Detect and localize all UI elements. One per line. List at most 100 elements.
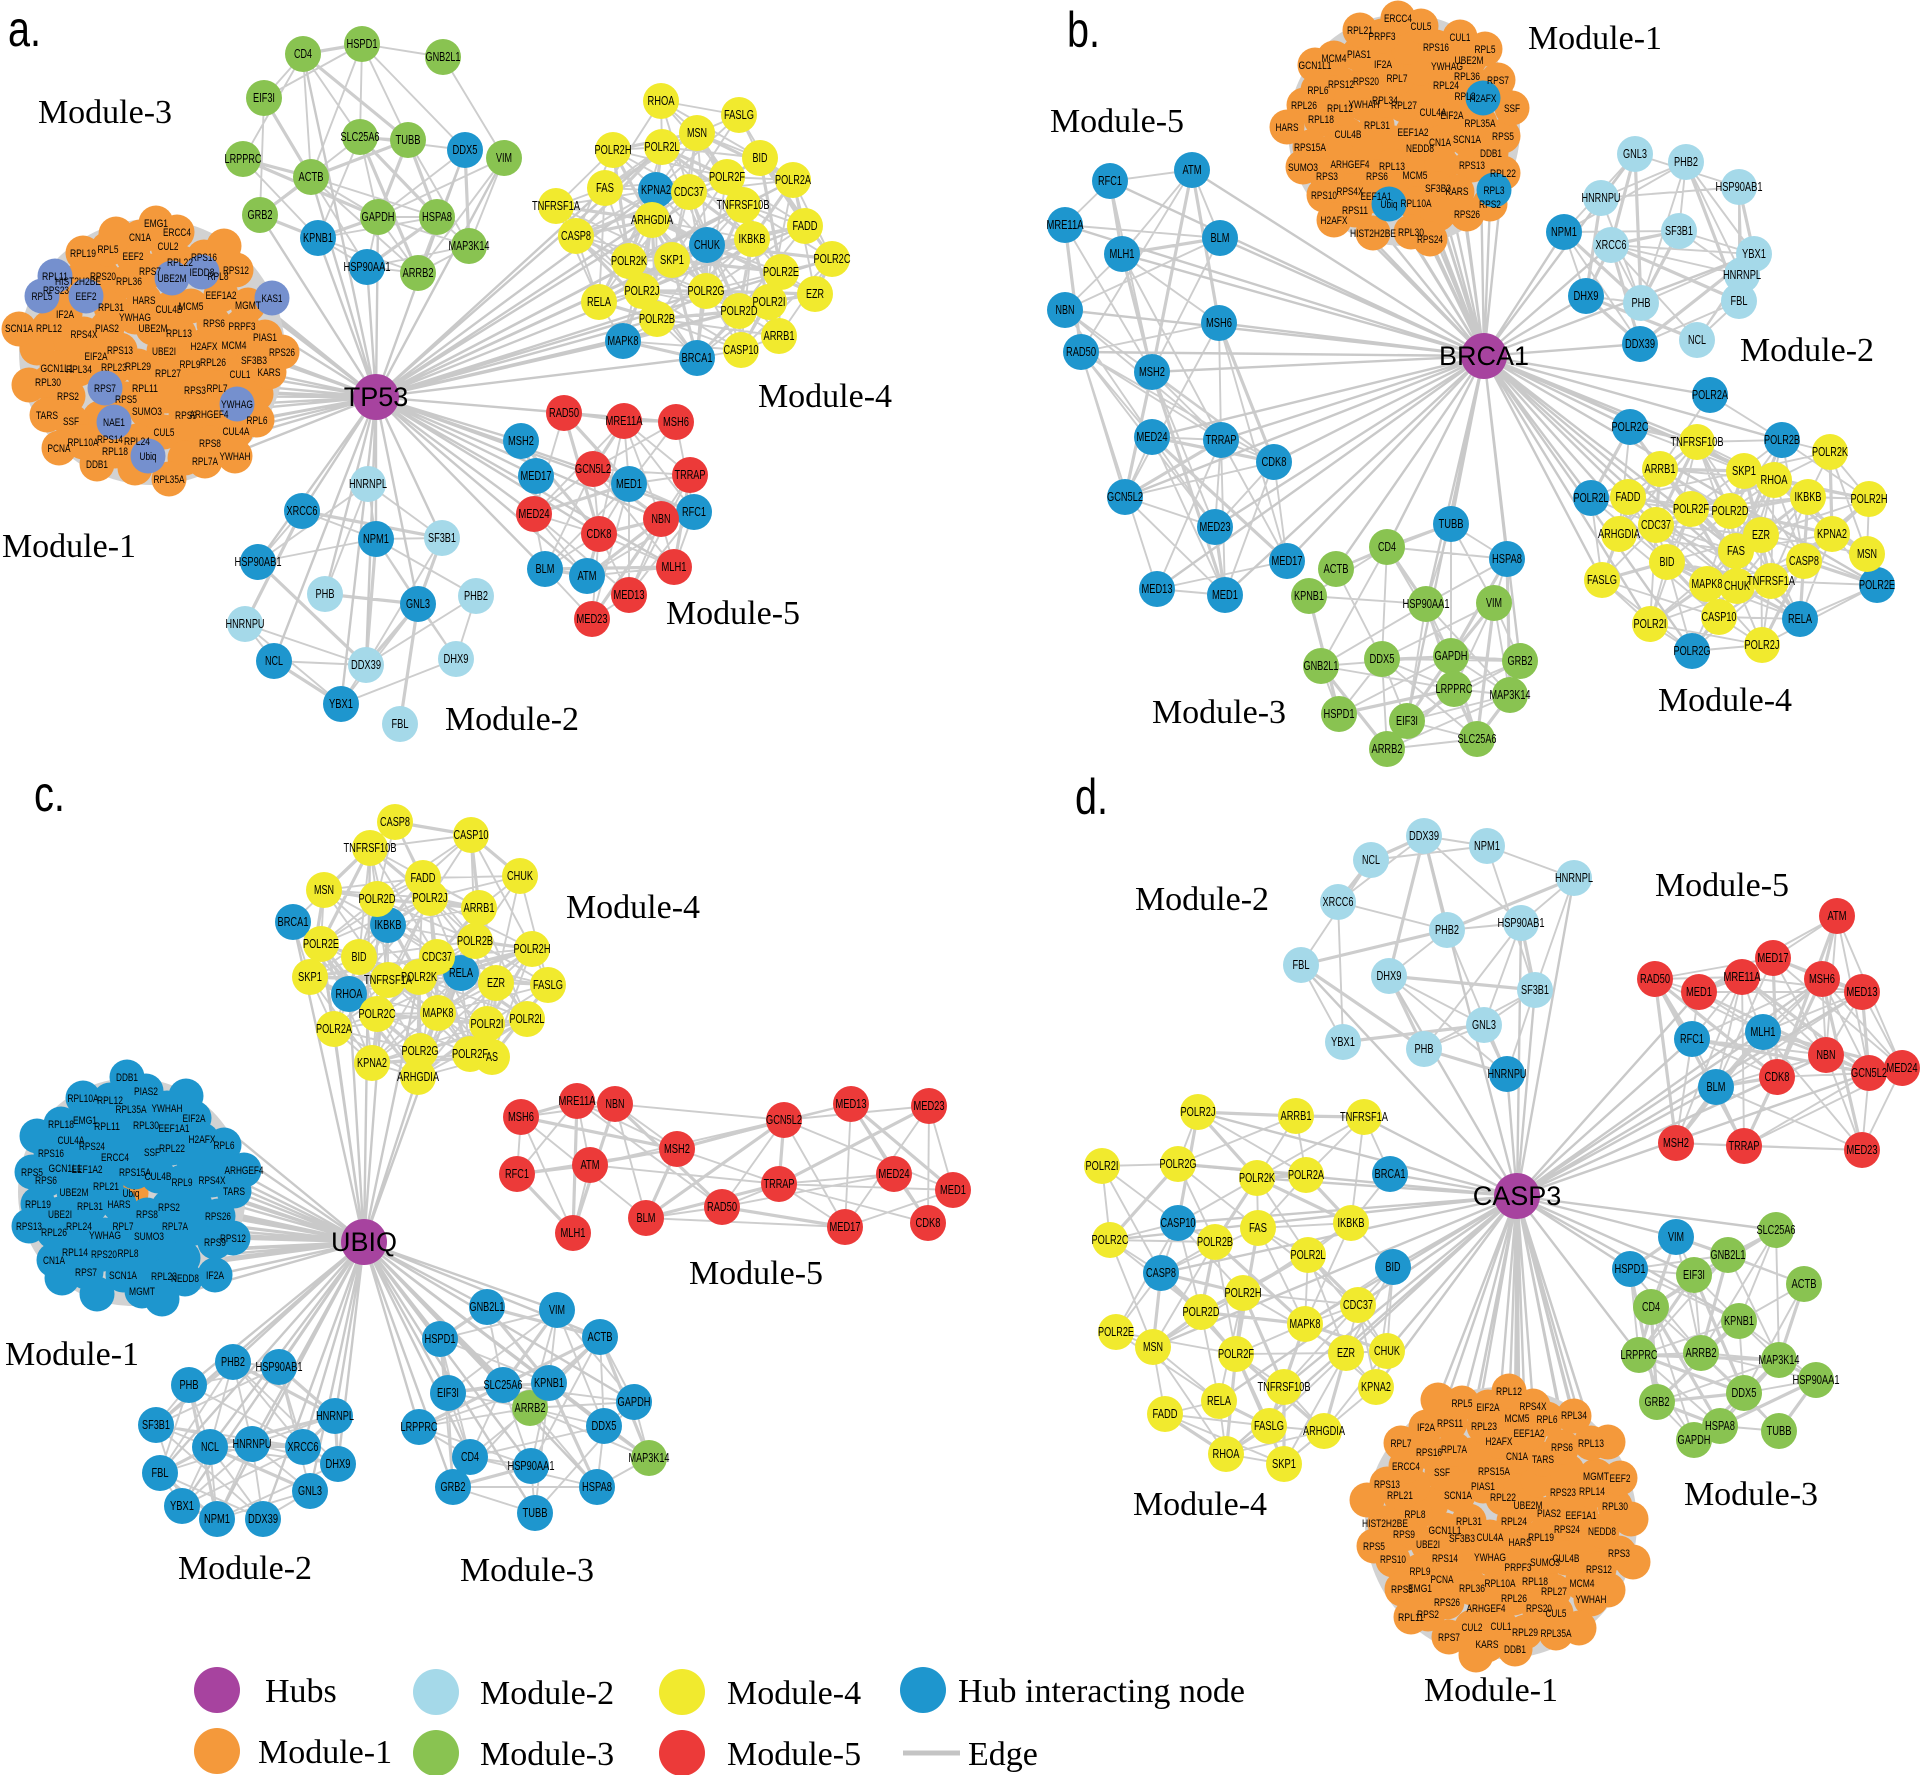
svg-text:YWHAG: YWHAG (1474, 1552, 1506, 1564)
svg-text:RPL24: RPL24 (66, 1221, 92, 1233)
svg-text:CD4: CD4 (1378, 540, 1396, 554)
svg-text:MED24: MED24 (1137, 430, 1168, 444)
svg-text:RPL31: RPL31 (1364, 120, 1390, 132)
svg-text:CASP10: CASP10 (724, 343, 759, 357)
svg-text:BID: BID (1386, 1260, 1401, 1274)
svg-text:ARRB2: ARRB2 (1686, 1346, 1717, 1360)
svg-text:CASP10: CASP10 (1161, 1216, 1196, 1230)
svg-text:MSH6: MSH6 (1809, 972, 1835, 986)
svg-text:POLR2J: POLR2J (1745, 638, 1780, 652)
svg-text:PHB2: PHB2 (464, 589, 488, 603)
svg-text:UBE2M: UBE2M (60, 1187, 89, 1199)
svg-text:RPL18: RPL18 (48, 1119, 74, 1131)
svg-text:MCM4: MCM4 (1322, 53, 1347, 65)
svg-text:HSP90AA1: HSP90AA1 (508, 1459, 555, 1473)
svg-text:CUL4A: CUL4A (223, 426, 250, 438)
svg-text:ARRB1: ARRB1 (1645, 462, 1676, 476)
svg-text:ARHGDIA: ARHGDIA (1598, 527, 1640, 541)
svg-text:HSPD1: HSPD1 (347, 37, 378, 51)
svg-text:EZR: EZR (1337, 1346, 1355, 1360)
svg-text:RPL21: RPL21 (1387, 1490, 1413, 1502)
svg-text:TNFRSF1A: TNFRSF1A (364, 973, 412, 987)
svg-text:NEDD8: NEDD8 (1588, 1526, 1616, 1538)
svg-text:MED23: MED23 (1847, 1143, 1878, 1157)
svg-text:RPS7: RPS7 (94, 383, 116, 395)
svg-text:RPS23: RPS23 (1550, 1487, 1576, 1499)
svg-text:TRRAP: TRRAP (1729, 1139, 1760, 1153)
svg-text:EEF1A1: EEF1A1 (1361, 191, 1392, 203)
svg-text:RPS16: RPS16 (191, 252, 217, 264)
svg-text:HNRNPL: HNRNPL (349, 477, 387, 491)
svg-text:VIM: VIM (496, 151, 512, 165)
svg-text:CASP10: CASP10 (1702, 610, 1737, 624)
svg-text:FBL: FBL (1293, 958, 1310, 972)
svg-text:SF3B1: SF3B1 (142, 1418, 170, 1432)
svg-text:ACTB: ACTB (299, 170, 324, 184)
svg-text:RPS23: RPS23 (43, 285, 69, 297)
svg-text:RPL7: RPL7 (1387, 73, 1408, 85)
svg-text:CUL4B: CUL4B (1553, 1553, 1580, 1565)
svg-text:POLR2L: POLR2L (1291, 1248, 1326, 1262)
svg-text:YBX1: YBX1 (1331, 1035, 1355, 1049)
svg-text:RPS6: RPS6 (1366, 171, 1388, 183)
svg-text:MCM4: MCM4 (222, 340, 247, 352)
svg-text:EEF1A2: EEF1A2 (72, 1164, 103, 1176)
svg-text:RELA: RELA (587, 295, 611, 309)
svg-text:CUL4B: CUL4B (1335, 129, 1362, 141)
svg-text:CHUK: CHUK (1724, 579, 1750, 593)
svg-text:NAE1: NAE1 (103, 417, 125, 429)
svg-text:POLR2A: POLR2A (316, 1022, 352, 1036)
svg-text:FADD: FADD (411, 871, 436, 885)
svg-text:RPS2: RPS2 (1479, 199, 1501, 211)
svg-text:POLR2D: POLR2D (359, 892, 396, 906)
svg-text:PHB2: PHB2 (1435, 923, 1459, 937)
svg-text:GRB2: GRB2 (248, 208, 273, 222)
svg-text:RPL11: RPL11 (132, 383, 158, 395)
svg-text:TNFRSF1A: TNFRSF1A (1340, 1110, 1388, 1124)
svg-text:ERCC4: ERCC4 (1392, 1461, 1420, 1473)
svg-text:CD4: CD4 (1642, 1300, 1660, 1314)
svg-text:RPS10: RPS10 (1311, 190, 1337, 202)
svg-text:DDX39: DDX39 (1625, 337, 1655, 351)
svg-text:RPL8: RPL8 (1455, 91, 1476, 103)
svg-text:GAPDH: GAPDH (1435, 649, 1468, 663)
svg-text:POLR2H: POLR2H (1225, 1286, 1262, 1300)
svg-text:IF2A: IF2A (206, 1270, 225, 1282)
svg-text:RPL18: RPL18 (102, 446, 128, 458)
svg-text:RPS14: RPS14 (97, 434, 123, 446)
svg-text:GAPDH: GAPDH (362, 210, 395, 224)
svg-text:POLR2E: POLR2E (303, 937, 339, 951)
svg-text:CUL1: CUL1 (1450, 32, 1471, 44)
svg-text:GNL3: GNL3 (1472, 1018, 1496, 1032)
svg-text:GNB2L1: GNB2L1 (1711, 1248, 1746, 1262)
svg-text:HNRNPL: HNRNPL (316, 1409, 354, 1423)
svg-text:POLR2J: POLR2J (1181, 1105, 1216, 1119)
svg-text:RPS3: RPS3 (1316, 171, 1338, 183)
svg-text:Module-4: Module-4 (1658, 682, 1792, 719)
svg-text:RPL10A: RPL10A (1485, 1578, 1516, 1590)
svg-text:BID: BID (352, 950, 367, 964)
svg-text:RPS24: RPS24 (1417, 234, 1443, 246)
svg-text:HSP90AB1: HSP90AB1 (235, 555, 282, 569)
svg-text:RPL29: RPL29 (125, 361, 151, 373)
svg-text:MAP3K14: MAP3K14 (449, 239, 490, 253)
svg-text:HSPA8: HSPA8 (1705, 1419, 1735, 1433)
svg-text:RPS3: RPS3 (1608, 1548, 1630, 1560)
svg-text:POLR2H: POLR2H (514, 942, 551, 956)
svg-text:MSH6: MSH6 (1206, 316, 1232, 330)
svg-text:MED24: MED24 (1887, 1061, 1918, 1075)
svg-text:RPL10A: RPL10A (68, 1093, 99, 1105)
svg-text:H2AFX: H2AFX (1321, 215, 1348, 227)
svg-text:TRRAP: TRRAP (764, 1177, 795, 1191)
svg-text:EIF2A: EIF2A (183, 1113, 206, 1125)
svg-text:KPNB1: KPNB1 (303, 231, 333, 245)
svg-text:EIF2A: EIF2A (1477, 1402, 1500, 1414)
svg-text:EMG1: EMG1 (1408, 1583, 1432, 1595)
svg-text:SUMO3: SUMO3 (134, 1231, 164, 1243)
svg-text:IEDD8: IEDD8 (190, 267, 215, 279)
svg-text:NPM1: NPM1 (1474, 839, 1500, 853)
svg-text:CN1A: CN1A (43, 1255, 65, 1267)
svg-text:CDK8: CDK8 (1765, 1070, 1790, 1084)
svg-text:SSF: SSF (1504, 103, 1520, 115)
svg-text:PIAS1: PIAS1 (1471, 1481, 1495, 1493)
